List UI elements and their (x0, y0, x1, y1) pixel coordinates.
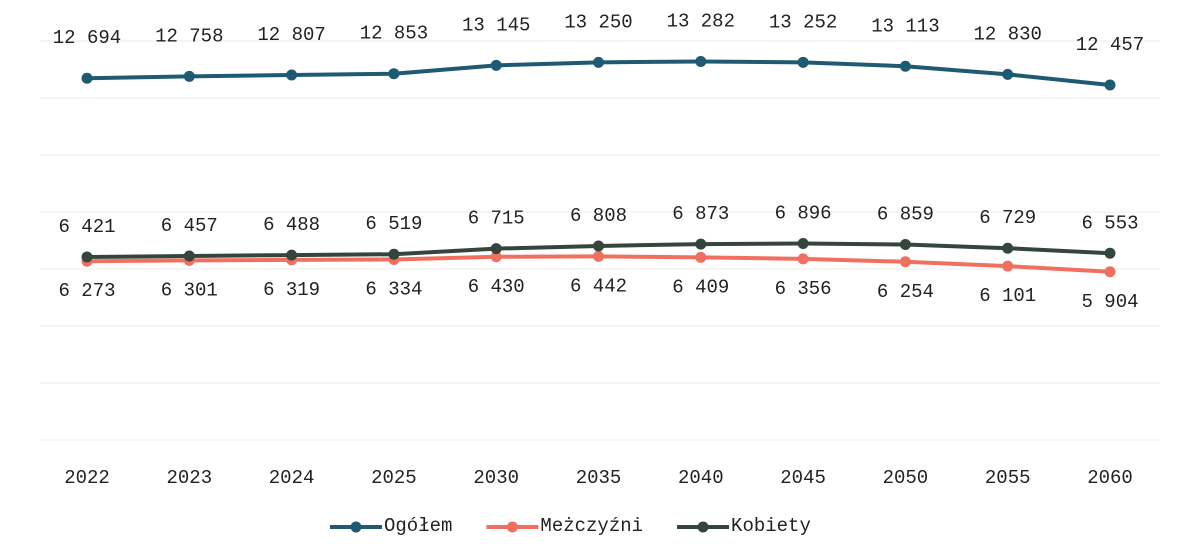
data-point (695, 251, 707, 263)
x-tick-label: 2025 (371, 467, 417, 489)
data-label: 6 301 (161, 279, 218, 301)
data-point (695, 55, 707, 67)
data-label: 12 758 (155, 25, 223, 47)
legend-label: Kobiety (731, 515, 811, 537)
data-point (797, 253, 809, 265)
data-label: 13 252 (769, 11, 837, 33)
x-tick-label: 2035 (576, 467, 622, 489)
data-point (899, 256, 911, 268)
data-point (899, 239, 911, 251)
data-point (490, 59, 502, 71)
legend-marker (506, 521, 518, 533)
data-point (1104, 79, 1116, 91)
data-point (286, 249, 298, 261)
data-point (899, 60, 911, 72)
legend-label: Meżczyźni (540, 515, 643, 537)
data-point (388, 68, 400, 80)
data-label: 6 859 (877, 204, 934, 226)
data-label: 12 457 (1076, 34, 1144, 56)
data-label: 6 421 (58, 216, 115, 238)
data-label: 13 250 (564, 11, 632, 33)
data-label: 6 254 (877, 281, 934, 303)
data-point (593, 250, 604, 262)
data-point (1104, 266, 1116, 278)
data-label: 6 319 (263, 279, 320, 301)
x-tick-label: 2030 (473, 467, 519, 489)
data-label: 6 873 (672, 203, 729, 225)
data-point (797, 237, 809, 249)
data-label: 6 553 (1081, 212, 1138, 234)
data-label: 6 808 (570, 205, 627, 227)
data-point (183, 70, 195, 82)
legend-marker (697, 521, 709, 533)
data-label: 6 488 (263, 214, 320, 236)
data-label: 13 282 (667, 10, 735, 32)
data-label: 6 409 (672, 276, 729, 298)
data-point (183, 250, 195, 262)
data-label: 6 457 (161, 215, 218, 237)
x-tick-label: 2040 (678, 467, 724, 489)
legend-label: Ogółem (384, 515, 452, 537)
data-label: 12 807 (257, 24, 325, 46)
data-point (1002, 242, 1014, 254)
data-label: 12 830 (973, 23, 1041, 45)
data-point (388, 248, 400, 260)
data-label: 6 729 (979, 207, 1036, 229)
data-label: 6 442 (570, 275, 627, 297)
data-label: 13 113 (871, 15, 939, 37)
data-label: 6 334 (365, 278, 422, 300)
data-point (695, 238, 707, 250)
data-point (81, 72, 93, 84)
legend-marker (350, 521, 362, 533)
data-point (593, 56, 604, 68)
data-label: 6 519 (365, 213, 422, 235)
data-label: 6 430 (468, 276, 525, 298)
data-point (490, 251, 502, 263)
data-point (1002, 260, 1014, 272)
data-label: 6 896 (775, 202, 832, 224)
data-label: 6 356 (775, 278, 832, 300)
data-label: 5 904 (1081, 291, 1138, 313)
data-label: 6 273 (58, 280, 115, 302)
x-tick-label: 2055 (985, 467, 1031, 489)
x-tick-label: 2023 (166, 467, 212, 489)
data-label: 6 715 (468, 208, 525, 230)
x-tick-label: 2045 (780, 467, 826, 489)
data-point (797, 56, 809, 68)
data-point (1002, 68, 1014, 80)
data-label: 12 694 (53, 27, 121, 49)
x-tick-label: 2050 (883, 467, 929, 489)
data-point (593, 240, 604, 252)
data-point (1104, 247, 1116, 259)
x-tick-label: 2060 (1087, 467, 1133, 489)
x-tick-label: 2022 (64, 467, 110, 489)
data-label: 6 101 (979, 285, 1036, 307)
x-tick-label: 2024 (269, 467, 315, 489)
data-label: 12 853 (360, 23, 428, 45)
data-point (81, 251, 93, 263)
data-point (286, 69, 298, 81)
data-point (490, 243, 502, 255)
data-label: 13 145 (462, 14, 530, 36)
